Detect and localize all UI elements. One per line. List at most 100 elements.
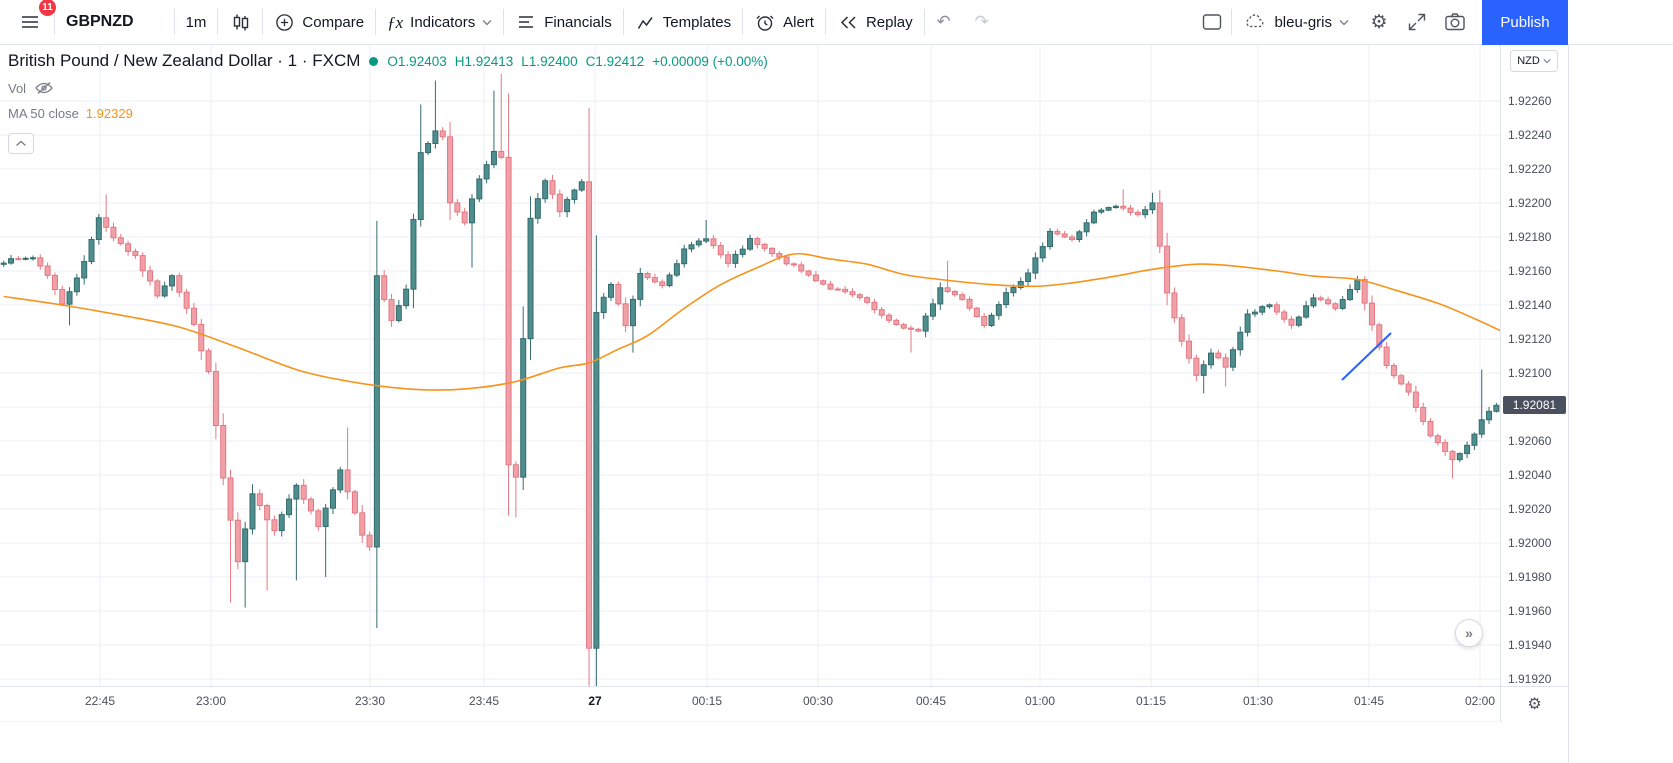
- interval-button[interactable]: 1m: [185, 13, 207, 31]
- candle: [951, 290, 958, 296]
- candle: [249, 493, 256, 530]
- divider: [923, 9, 925, 35]
- time-axis-label: 01:00: [1024, 694, 1056, 708]
- candle: [117, 237, 124, 245]
- axis-gear-icon[interactable]: ⚙: [1527, 695, 1542, 713]
- candle: [1032, 257, 1039, 274]
- chevron-up-icon: [16, 140, 26, 146]
- candle: [673, 263, 680, 276]
- candle: [922, 315, 929, 332]
- undo-button[interactable]: ↶: [936, 12, 951, 31]
- candle: [505, 156, 512, 466]
- divider: [503, 9, 505, 35]
- candle: [1405, 383, 1412, 393]
- candle: [1061, 233, 1068, 238]
- fullscreen-button[interactable]: [1398, 3, 1436, 41]
- trendline-drawing[interactable]: [1341, 332, 1392, 381]
- candle: [351, 491, 358, 514]
- candle: [629, 298, 636, 327]
- legend-symbol-row: British Pound / New Zealand Dollar · 1 ·…: [8, 51, 768, 71]
- candle: [1310, 297, 1317, 307]
- legend-collapse-button[interactable]: [8, 133, 34, 154]
- candle: [812, 274, 819, 282]
- time-axis-label: 00:45: [915, 694, 947, 708]
- main-menu-button[interactable]: 11: [6, 0, 56, 41]
- candle: [768, 247, 775, 255]
- price-axis-label: 1.92120: [1508, 332, 1552, 346]
- symbol-search-button[interactable]: GBPNZD: [66, 13, 134, 30]
- candle: [908, 327, 915, 330]
- symbol-title[interactable]: British Pound / New Zealand Dollar · 1 ·…: [8, 51, 361, 70]
- eye-off-icon[interactable]: [34, 79, 54, 97]
- cloud-layout-button[interactable]: bleu-gris: [1232, 3, 1360, 41]
- price-axis-label: 1.91920: [1508, 672, 1552, 686]
- compare-button[interactable]: Compare: [263, 3, 375, 41]
- candle: [1222, 357, 1229, 368]
- candle: [198, 323, 205, 352]
- indicators-button[interactable]: ƒx Indicators: [376, 3, 503, 41]
- redo-button[interactable]: ↷: [974, 12, 989, 31]
- candle: [490, 150, 497, 166]
- candle: [1471, 433, 1478, 446]
- ma50-line[interactable]: [3, 252, 1500, 391]
- candle: [154, 280, 161, 297]
- divider: [622, 9, 624, 35]
- candle: [761, 243, 768, 249]
- time-axis-label: 23:30: [354, 694, 386, 708]
- goto-realtime-button[interactable]: »: [1455, 619, 1483, 647]
- candle: [1376, 324, 1383, 348]
- candle: [161, 285, 168, 297]
- financials-button[interactable]: Financials: [504, 3, 623, 41]
- settings-button[interactable]: ⚙: [1360, 3, 1398, 41]
- candle: [878, 309, 885, 316]
- axis-settings-corner: ⚙: [1500, 686, 1568, 722]
- candle: [271, 519, 278, 532]
- candle: [329, 489, 336, 509]
- candle: [1464, 444, 1471, 455]
- publish-button[interactable]: Publish: [1482, 0, 1568, 45]
- candle: [1208, 352, 1215, 366]
- time-axis-label: 00:15: [691, 694, 723, 708]
- candle: [1003, 292, 1010, 306]
- time-axis[interactable]: 22:45 23:00 23:30 23:45 27 00:15 00:30 00:45 01:…: [0, 686, 1500, 722]
- screenshot-button[interactable]: [1436, 3, 1474, 41]
- candle: [1193, 357, 1200, 376]
- gear-icon: ⚙: [1370, 11, 1388, 33]
- candle: [600, 296, 607, 314]
- candle: [468, 198, 475, 224]
- candle: [234, 519, 241, 563]
- candle: [900, 324, 907, 329]
- chart-canvas[interactable]: [0, 45, 1500, 686]
- time-axis-label: 27: [588, 694, 602, 708]
- replay-button[interactable]: Replay: [826, 3, 924, 41]
- candle: [22, 257, 29, 260]
- price-scale[interactable]: NZD 1.92260 1.92240 1.92220 1.92200 1.92180 1…: [1500, 45, 1568, 686]
- candle: [66, 291, 73, 305]
- candle: [366, 534, 373, 548]
- candle: [659, 281, 666, 287]
- price-axis-label: 1.92040: [1508, 468, 1552, 482]
- candle: [549, 180, 556, 195]
- candle: [1442, 442, 1449, 452]
- candle: [1449, 450, 1456, 461]
- candle: [410, 219, 417, 290]
- candle: [381, 275, 388, 301]
- candle: [73, 277, 80, 293]
- chevron-down-icon: [482, 19, 492, 25]
- price-axis-label: 1.91960: [1508, 604, 1552, 618]
- candle: [1068, 236, 1075, 241]
- currency-toggle[interactable]: NZD: [1510, 50, 1558, 72]
- divider: [173, 9, 175, 35]
- layout-select-button[interactable]: [1193, 3, 1231, 41]
- templates-button[interactable]: Templates: [624, 3, 742, 41]
- candle: [81, 261, 88, 279]
- indicators-label: Indicators: [410, 13, 476, 31]
- candle: [929, 303, 936, 317]
- alert-button[interactable]: Alert: [743, 3, 825, 41]
- candle: [622, 303, 629, 327]
- ma-value: 1.92329: [85, 106, 133, 121]
- candle: [1266, 304, 1273, 308]
- candle: [308, 498, 315, 512]
- candle: [1025, 272, 1032, 283]
- chart-type-button[interactable]: [218, 3, 262, 41]
